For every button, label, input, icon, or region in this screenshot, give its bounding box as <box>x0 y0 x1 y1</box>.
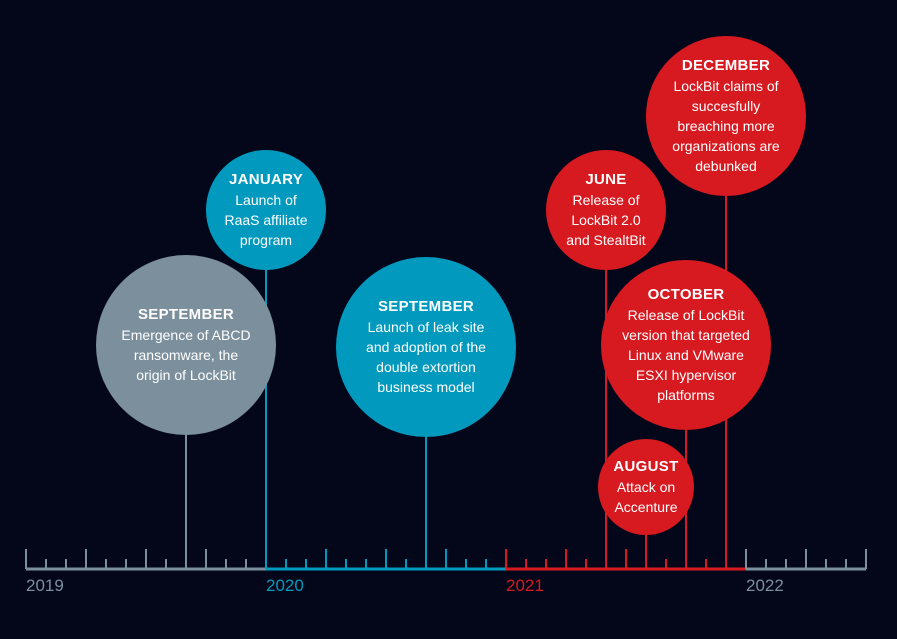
event-month: SEPTEMBER <box>137 306 235 323</box>
event-description: Release of LockBit version that targeted… <box>622 307 750 403</box>
year-label-2022: 2022 <box>746 576 784 595</box>
event-bubble-sep-2020: SEPTEMBER Launch of leak site and adopti… <box>336 257 516 437</box>
event-month: SEPTEMBER <box>377 298 475 315</box>
event-bubble-aug-2021: AUGUST Attack on Accenture <box>598 439 694 535</box>
event-bubble-sep-2019: SEPTEMBER Emergence of ABCD ransomware, … <box>96 255 276 435</box>
event-bubble-jun-2021: JUNE Release of LockBit 2.0 and StealtBi… <box>546 150 666 270</box>
event-description: Release of LockBit 2.0 and StealtBit <box>566 192 646 248</box>
event-month: AUGUST <box>613 458 679 475</box>
year-label-2021: 2021 <box>506 576 544 595</box>
event-month: JANUARY <box>228 171 304 188</box>
event-bubble-oct-2021: OCTOBER Release of LockBit version that … <box>601 260 771 430</box>
event-description: Launch of RaaS affiliate program <box>224 192 308 248</box>
event-month: DECEMBER <box>681 57 771 74</box>
event-description: LockBit claims of succesfully breaching … <box>672 78 780 174</box>
event-month: JUNE <box>585 171 627 188</box>
event-description: Attack on Accenture <box>614 479 678 515</box>
year-label-2020: 2020 <box>266 576 304 595</box>
event-bubble-dec-2021: DECEMBER LockBit claims of succesfully b… <box>646 36 806 196</box>
event-description: Emergence of ABCD ransomware, the origin… <box>121 327 251 383</box>
event-description: Launch of leak site and adoption of the … <box>366 319 486 395</box>
year-label-2019: 2019 <box>26 576 64 595</box>
event-bubble-jan-2020: JANUARY Launch of RaaS affiliate program <box>206 150 326 270</box>
event-month: OCTOBER <box>647 286 725 303</box>
